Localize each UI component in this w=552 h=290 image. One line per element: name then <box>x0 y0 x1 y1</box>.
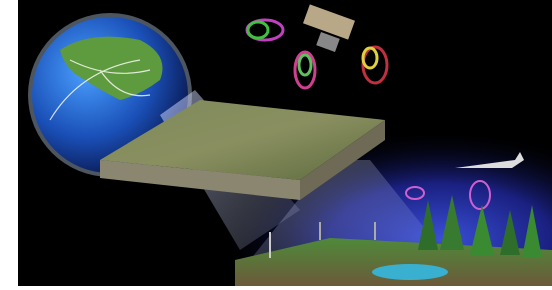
lake <box>372 264 448 280</box>
illustration <box>0 0 552 290</box>
page-body <box>0 0 552 290</box>
page: Remote sensing illustration {} html, bod… <box>0 0 552 290</box>
